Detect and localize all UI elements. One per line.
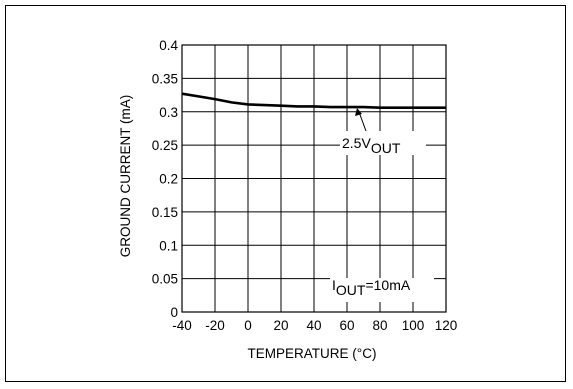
y-tick-label: 0.35 bbox=[152, 71, 178, 86]
label-bg-iout bbox=[330, 278, 434, 302]
y-tick-label: 0.3 bbox=[159, 105, 178, 120]
annotation-2p5vout: 2.5VOUT bbox=[342, 135, 401, 156]
label-pointer-line bbox=[358, 111, 367, 132]
label-bg-2p5vout bbox=[340, 131, 426, 155]
annotation-iout-sub: OUT bbox=[336, 282, 366, 298]
x-tick-label: 80 bbox=[372, 318, 387, 333]
ground-current-line bbox=[181, 92, 446, 109]
plot-area-border bbox=[181, 44, 447, 313]
x-tick-label: -40 bbox=[172, 318, 192, 333]
x-axis-label: TEMPERATURE (°C) bbox=[248, 346, 377, 361]
y-tick-label: 0.25 bbox=[152, 138, 178, 153]
y-tick-label: 0.2 bbox=[159, 172, 178, 187]
x-tick-label: 0 bbox=[244, 318, 252, 333]
grid-lines bbox=[181, 44, 447, 313]
y-tick-label: 0.05 bbox=[152, 272, 178, 287]
x-tick-label: 40 bbox=[306, 318, 321, 333]
y-tick-label: 0.15 bbox=[152, 205, 178, 220]
x-tick-labels: -40 -20 0 20 40 60 80 100 120 bbox=[172, 318, 457, 333]
annotation-2p5vout-main: 2.5V bbox=[342, 135, 371, 151]
annotation-iout-suffix: =10mA bbox=[365, 277, 410, 293]
x-tick-label: 120 bbox=[435, 318, 458, 333]
annotation-iout: IOUT=10mA bbox=[332, 277, 411, 298]
y-tick-label: 0 bbox=[170, 305, 178, 320]
label-pointer-arrowhead bbox=[355, 108, 362, 116]
x-tick-label: 100 bbox=[402, 318, 425, 333]
x-tick-label: -20 bbox=[205, 318, 225, 333]
x-tick-label: 60 bbox=[339, 318, 354, 333]
chart-frame bbox=[5, 5, 566, 382]
annotation-2p5vout-sub: OUT bbox=[371, 140, 401, 156]
y-tick-labels: 0 0.05 0.1 0.15 0.2 0.25 0.3 0.35 0.4 bbox=[152, 38, 179, 320]
y-axis-label: GROUND CURRENT (mA) bbox=[118, 95, 133, 258]
y-tick-label: 0.4 bbox=[159, 38, 178, 53]
y-tick-label: 0.1 bbox=[159, 238, 178, 253]
x-tick-label: 20 bbox=[273, 318, 288, 333]
annotation-iout-main: I bbox=[332, 277, 336, 293]
